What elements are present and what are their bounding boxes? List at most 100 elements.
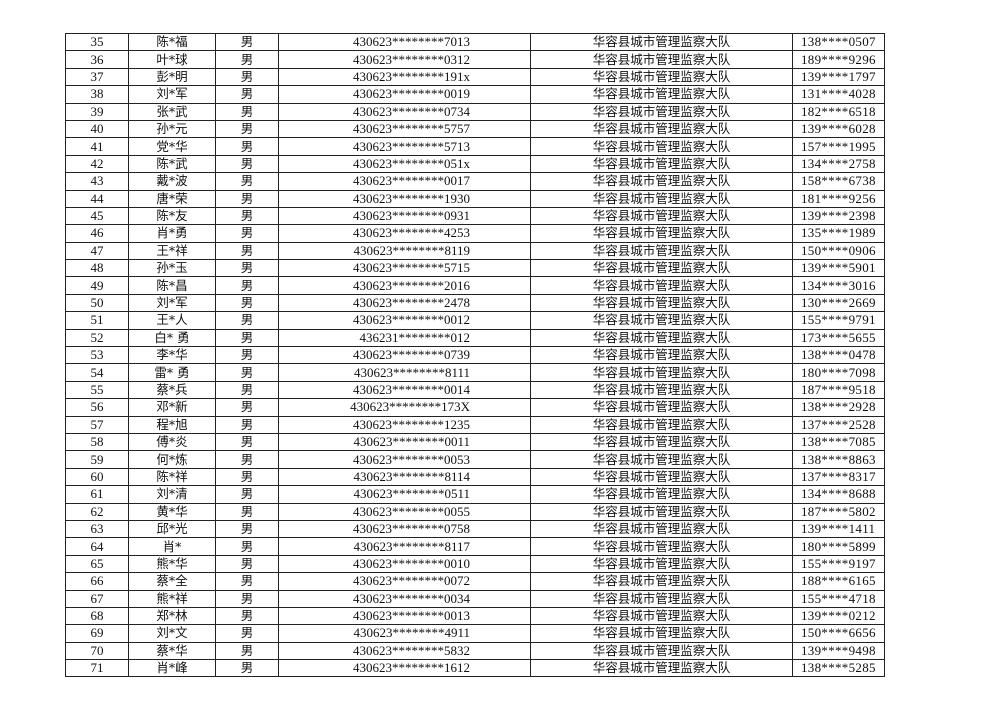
row-number: 50 [65, 293, 129, 313]
unit-cell: 华容县城市管理监察大队 [530, 432, 793, 452]
gender-cell: 男 [215, 50, 279, 69]
table-row: 53 李*华男 430623********0739 华容县城市管理监察大队 138**… [65, 346, 885, 365]
phone-cell: 138****5285 [792, 659, 885, 678]
table-row: 40 孙*元男 430623********5757 华容县城市管理监察大队 139**… [65, 119, 885, 139]
table-row: 64 肖* 男 430623********8117 华容县城市管理监察大队 180***… [65, 537, 885, 556]
phone-cell: 138****8863 [792, 450, 885, 469]
row-number: 36 [65, 50, 129, 69]
phone-cell: 134****2758 [792, 154, 885, 174]
phone-cell: 181****9256 [792, 189, 885, 208]
id-number-cell: 430623********0734 [278, 102, 531, 121]
id-number-cell: 430623********0511 [278, 485, 531, 504]
gender-cell: 男 [215, 415, 279, 434]
gender-cell: 男 [215, 606, 279, 626]
name-cell: 刘*军 [128, 85, 216, 104]
id-number-cell: 430623********0017 [278, 172, 531, 191]
gender-cell: 男 [215, 328, 279, 348]
gender-cell: 男 [215, 189, 279, 208]
id-number-cell: 430623********5715 [278, 259, 531, 278]
id-number-cell: 430623********4253 [278, 224, 531, 243]
id-number-cell: 430623********2016 [278, 276, 531, 295]
gender-cell: 男 [215, 67, 279, 87]
table-row: 68 郑*林男 430623********0013 华容县城市管理监察大队 139**… [65, 606, 885, 626]
phone-cell: 158****6738 [792, 172, 885, 191]
unit-cell: 华容县城市管理监察大队 [530, 589, 793, 608]
gender-cell: 男 [215, 259, 279, 278]
row-number: 58 [65, 432, 129, 452]
name-cell: 程*旭 [128, 415, 216, 434]
row-number: 52 [65, 328, 129, 348]
gender-cell: 男 [215, 311, 279, 330]
table-row: 39 张*武男 430623********0734 华容县城市管理监察大队 182**… [65, 102, 885, 121]
name-cell: 唐*荣 [128, 189, 216, 208]
name-cell: 雷* 勇 [128, 363, 216, 382]
table-row: 57 程*旭男 430623********1235 华容县城市管理监察大队 137**… [65, 415, 885, 434]
row-number: 51 [65, 311, 129, 330]
row-number: 39 [65, 102, 129, 121]
id-number-cell: 430623********0072 [278, 572, 531, 591]
row-number: 44 [65, 189, 129, 208]
row-number: 53 [65, 346, 129, 365]
unit-cell: 华容县城市管理监察大队 [530, 154, 793, 174]
row-number: 68 [65, 606, 129, 626]
gender-cell: 男 [215, 641, 279, 661]
name-cell: 邱*光 [128, 519, 216, 539]
id-number-cell: 430623********5713 [278, 137, 531, 156]
name-cell: 黄*华 [128, 502, 216, 521]
gender-cell: 男 [215, 172, 279, 191]
unit-cell: 华容县城市管理监察大队 [530, 537, 793, 556]
id-number-cell: 430623********1235 [278, 415, 531, 434]
id-number-cell: 430623********0758 [278, 519, 531, 539]
name-cell: 肖* [128, 537, 216, 556]
name-cell: 傅*炎 [128, 432, 216, 452]
table-row: 63 邱*光男 430623********0758 华容县城市管理监察大队 139**… [65, 519, 885, 539]
gender-cell: 男 [215, 119, 279, 139]
personnel-table: 35 陈*福男 430623********7013 华容县城市管理监察大队 138**… [65, 32, 885, 678]
unit-cell: 华容县城市管理监察大队 [530, 363, 793, 382]
name-cell: 王*人 [128, 311, 216, 330]
name-cell: 孙*玉 [128, 259, 216, 278]
table-body: 35 陈*福男 430623********7013 华容县城市管理监察大队 138**… [65, 32, 885, 678]
name-cell: 陈*友 [128, 206, 216, 226]
gender-cell: 男 [215, 572, 279, 591]
unit-cell: 华容县城市管理监察大队 [530, 85, 793, 104]
id-number-cell: 430623********2478 [278, 293, 531, 313]
table-row: 54 雷* 勇男 430623********8111 华容县城市管理监察大队 180*… [65, 363, 885, 382]
gender-cell: 男 [215, 154, 279, 174]
phone-cell: 138****0507 [792, 32, 885, 52]
table-row: 46 肖*勇男 430623********4253 华容县城市管理监察大队 135**… [65, 224, 885, 243]
unit-cell: 华容县城市管理监察大队 [530, 224, 793, 243]
table-row: 65 熊*华男 430623********0010 华容县城市管理监察大队 155**… [65, 554, 885, 574]
gender-cell: 男 [215, 624, 279, 643]
table-row: 60 陈*祥男 430623********8114 华容县城市管理监察大队 137**… [65, 467, 885, 487]
row-number: 69 [65, 624, 129, 643]
id-number-cell: 430623********1930 [278, 189, 531, 208]
unit-cell: 华容县城市管理监察大队 [530, 206, 793, 226]
unit-cell: 华容县城市管理监察大队 [530, 554, 793, 574]
name-cell: 白* 勇 [128, 328, 216, 348]
row-number: 42 [65, 154, 129, 174]
table-row: 51 王*人男 430623********0012 华容县城市管理监察大队 155**… [65, 311, 885, 330]
phone-cell: 180****5899 [792, 537, 885, 556]
row-number: 46 [65, 224, 129, 243]
name-cell: 蔡*全 [128, 572, 216, 591]
id-number-cell: 430623********0019 [278, 85, 531, 104]
id-number-cell: 430623********0013 [278, 606, 531, 626]
gender-cell: 男 [215, 450, 279, 469]
phone-cell: 134****8688 [792, 485, 885, 504]
row-number: 41 [65, 137, 129, 156]
unit-cell: 华容县城市管理监察大队 [530, 311, 793, 330]
table-row: 37 彭*明男 430623********191x 华容县城市管理监察大队 139**… [65, 67, 885, 87]
gender-cell: 男 [215, 589, 279, 608]
row-number: 55 [65, 380, 129, 400]
gender-cell: 男 [215, 276, 279, 295]
name-cell: 戴*波 [128, 172, 216, 191]
phone-cell: 138****7085 [792, 432, 885, 452]
unit-cell: 华容县城市管理监察大队 [530, 519, 793, 539]
unit-cell: 华容县城市管理监察大队 [530, 276, 793, 295]
unit-cell: 华容县城市管理监察大队 [530, 50, 793, 69]
unit-cell: 华容县城市管理监察大队 [530, 415, 793, 434]
row-number: 64 [65, 537, 129, 556]
phone-cell: 180****7098 [792, 363, 885, 382]
gender-cell: 男 [215, 363, 279, 382]
